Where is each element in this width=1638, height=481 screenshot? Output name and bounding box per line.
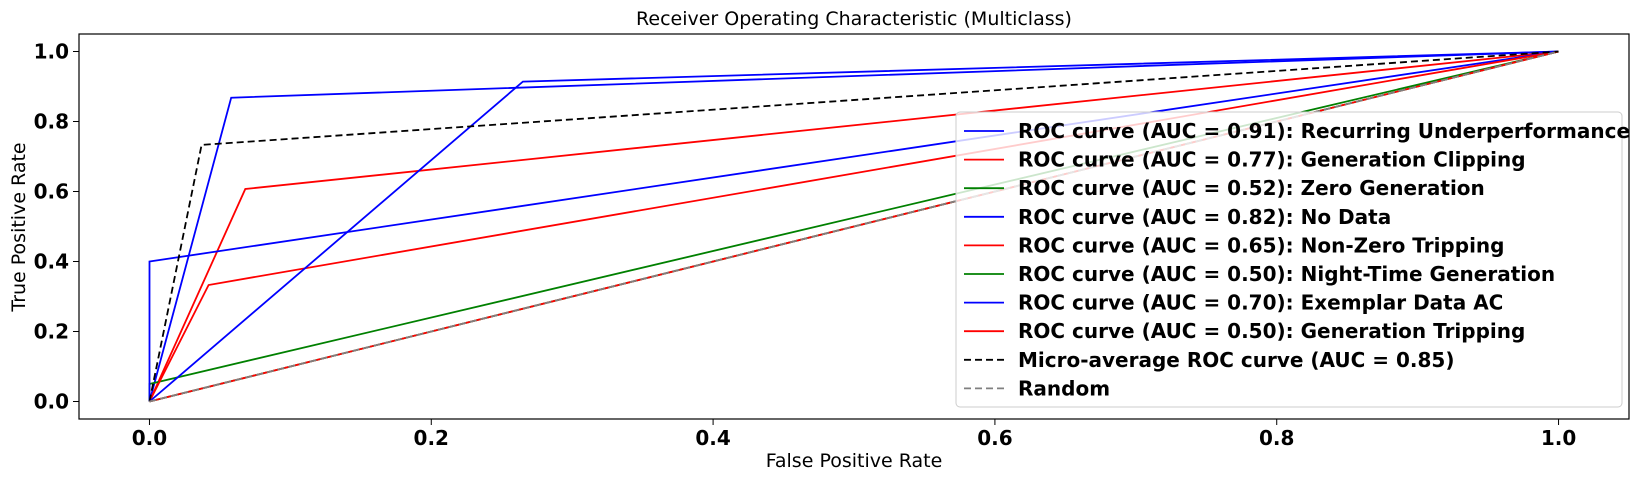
legend-label: Micro-average ROC curve (AUC = 0.85) bbox=[1018, 348, 1454, 372]
series-line-1 bbox=[148, 50, 1559, 402]
y-tick-label: 0.2 bbox=[34, 320, 69, 344]
legend-label: ROC curve (AUC = 0.70): Exemplar Data AC bbox=[1018, 291, 1503, 315]
legend-label: Random bbox=[1018, 376, 1110, 400]
y-tick-label: 0.0 bbox=[34, 390, 69, 414]
legend: ROC curve (AUC = 0.91): Recurring Underp… bbox=[955, 111, 1630, 408]
y-tick-label: 1.0 bbox=[34, 40, 69, 64]
x-axis-label: False Positive Rate bbox=[766, 450, 943, 472]
series-line-8 bbox=[149, 50, 1559, 403]
legend-label: ROC curve (AUC = 0.50): Night-Time Gener… bbox=[1018, 262, 1555, 286]
legend-label: ROC curve (AUC = 0.50): Generation Tripp… bbox=[1018, 319, 1525, 343]
chart-title: Receiver Operating Characteristic (Multi… bbox=[636, 8, 1072, 30]
series-line-7 bbox=[148, 50, 1559, 403]
x-tick-label: 0.6 bbox=[977, 426, 1012, 450]
legend-label: ROC curve (AUC = 0.91): Recurring Underp… bbox=[1018, 119, 1630, 143]
x-tick-label: 0.8 bbox=[1259, 426, 1294, 450]
legend-label: ROC curve (AUC = 0.52): Zero Generation bbox=[1018, 176, 1485, 200]
legend-label: ROC curve (AUC = 0.82): No Data bbox=[1018, 205, 1391, 229]
legend-label: ROC curve (AUC = 0.65): Non-Zero Trippin… bbox=[1018, 233, 1504, 257]
series-line-9 bbox=[148, 50, 1559, 402]
y-tick-label: 0.4 bbox=[34, 250, 69, 274]
x-axis-ticks: 0.0 0.2 0.4 0.6 0.8 1.0 bbox=[132, 419, 1576, 450]
series-layer bbox=[148, 50, 1559, 403]
y-tick-label: 0.6 bbox=[34, 180, 69, 204]
x-tick-label: 1.0 bbox=[1541, 426, 1576, 450]
y-tick-label: 0.8 bbox=[34, 110, 69, 134]
y-axis-ticks: 0.0 0.2 0.4 0.6 0.8 1.0 bbox=[34, 40, 79, 414]
x-tick-label: 0.2 bbox=[414, 426, 449, 450]
legend-box bbox=[955, 111, 1623, 408]
plot-frame bbox=[78, 33, 1630, 420]
y-axis-label: True Positive Rate bbox=[8, 142, 30, 312]
series-line-2 bbox=[148, 50, 1559, 402]
legend-label: ROC curve (AUC = 0.77): Generation Clipp… bbox=[1018, 148, 1526, 172]
x-tick-label: 0.0 bbox=[132, 426, 167, 450]
x-tick-label: 0.4 bbox=[695, 426, 730, 450]
